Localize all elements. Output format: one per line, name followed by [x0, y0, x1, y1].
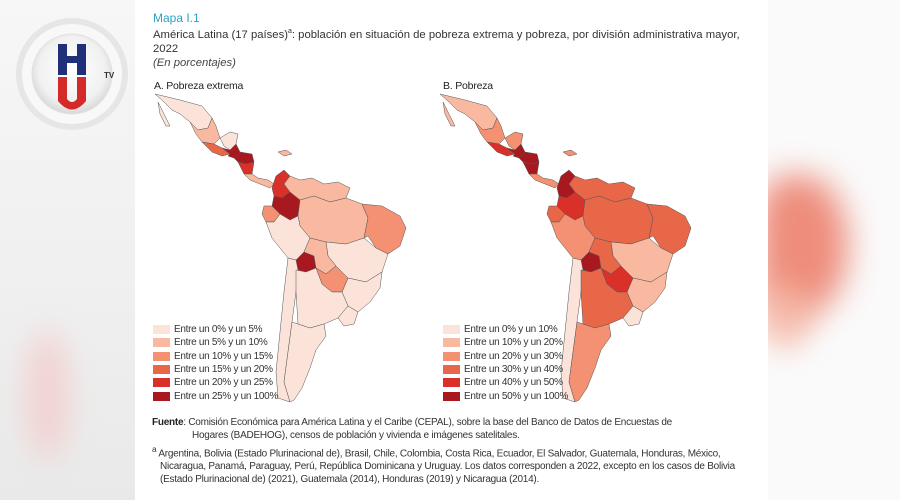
region-uruguay — [337, 305, 359, 327]
legend-swatch — [443, 351, 460, 361]
legend-item: Entre un 25% y un 100% — [153, 389, 278, 402]
map-pobreza — [439, 93, 692, 403]
legend-swatch — [443, 325, 460, 335]
legend-label: Entre un 10% y un 15% — [174, 350, 273, 362]
blurred-background-right — [758, 0, 900, 500]
region-mexico-center — [474, 117, 506, 145]
map-pobreza-extrema — [154, 93, 407, 403]
region-mexico-center — [189, 117, 221, 145]
figure-unit: (En porcentajes) — [153, 56, 236, 69]
legend-swatch — [153, 378, 170, 388]
panel-b-title: B. Pobreza — [443, 80, 493, 92]
legend-label: Entre un 15% y un 20% — [174, 364, 273, 376]
region-argentina-south — [283, 321, 327, 403]
legend-label: Entre un 40% y un 50% — [464, 377, 563, 389]
legend-pobreza: Entre un 0% y un 10% Entre un 10% y un 20… — [443, 323, 568, 403]
figure-notes: Fuente: Comisión Económica para América … — [152, 416, 762, 486]
legend-label: Entre un 25% y un 100% — [174, 390, 279, 402]
legend-item: Entre un 50% y un 100% — [443, 389, 568, 402]
panel-a-title: A. Pobreza extrema — [154, 80, 244, 92]
logo-u-letter — [58, 77, 86, 110]
footnote: a Argentina, Bolivia (Estado Plurinacion… — [152, 444, 735, 486]
legend-item: Entre un 0% y un 10% — [443, 323, 568, 336]
logo-h-letter — [58, 44, 86, 75]
legend-swatch — [443, 365, 460, 375]
legend-item: Entre un 10% y un 20% — [443, 336, 568, 349]
region-mexico-north — [154, 93, 213, 131]
legend-item: Entre un 20% y un 25% — [153, 376, 278, 389]
region-caribbean — [277, 149, 293, 157]
legend-item: Entre un 30% y un 40% — [443, 363, 568, 376]
legend-swatch — [153, 351, 170, 361]
legend-swatch — [153, 391, 170, 401]
legend-swatch — [443, 378, 460, 388]
legend-item: Entre un 0% y un 5% — [153, 323, 278, 336]
legend-swatch — [153, 325, 170, 335]
map-number-label: Mapa I.1 — [153, 11, 200, 25]
region-nicaragua — [522, 161, 540, 175]
legend-item: Entre un 5% y un 10% — [153, 336, 278, 349]
region-caribbean — [562, 149, 578, 157]
legend-item: Entre un 10% y un 15% — [153, 350, 278, 363]
hu-tv-logo: TV — [16, 18, 128, 130]
legend-label: Entre un 20% y un 30% — [464, 350, 563, 362]
legend-item: Entre un 15% y un 20% — [153, 363, 278, 376]
region-argentina-south — [568, 321, 612, 403]
logo-tv-text: TV — [104, 71, 115, 80]
legend-label: Entre un 50% y un 100% — [464, 390, 569, 402]
source-note: Fuente: Comisión Económica para América … — [152, 417, 672, 428]
figure-title: América Latina (17 países)a: población e… — [153, 28, 740, 55]
legend-item: Entre un 40% y un 50% — [443, 376, 568, 389]
legend-swatch — [443, 391, 460, 401]
legend-label: Entre un 30% y un 40% — [464, 364, 563, 376]
legend-label: Entre un 10% y un 20% — [464, 337, 563, 349]
legend-swatch — [153, 365, 170, 375]
region-uruguay — [622, 305, 644, 327]
source-note-continued: Hogares (BADEHOG), censos de población y… — [192, 430, 520, 441]
legend-item: Entre un 20% y un 30% — [443, 350, 568, 363]
figure-header: Mapa I.1 América Latina (17 países)a: po… — [153, 11, 753, 70]
region-costa-rica-panama — [528, 173, 560, 189]
region-mexico-north — [439, 93, 498, 131]
legend-label: Entre un 5% y un 10% — [174, 337, 268, 349]
legend-label: Entre un 0% y un 10% — [464, 324, 558, 336]
region-nicaragua — [237, 161, 255, 175]
legend-swatch — [443, 338, 460, 348]
legend-pobreza-extrema: Entre un 0% y un 5% Entre un 5% y un 10% E… — [153, 323, 278, 403]
legend-label: Entre un 20% y un 25% — [174, 377, 273, 389]
legend-label: Entre un 0% y un 5% — [174, 324, 263, 336]
region-costa-rica-panama — [243, 173, 275, 189]
legend-swatch — [153, 338, 170, 348]
